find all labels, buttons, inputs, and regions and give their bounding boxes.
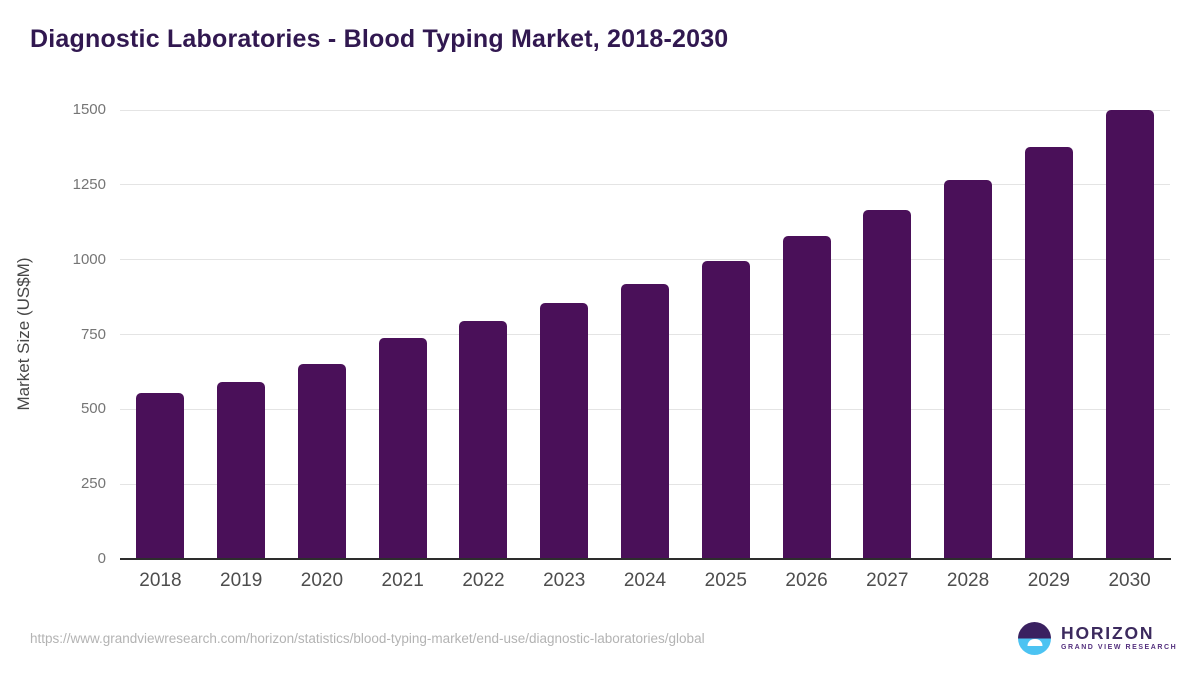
bar-2020 bbox=[297, 364, 346, 559]
horizon-logo: HORIZON GRAND VIEW RESEARCH bbox=[1018, 622, 1177, 655]
bar-2018 bbox=[136, 392, 185, 559]
y-tick-label: 500 bbox=[80, 400, 106, 418]
bar-2025 bbox=[701, 261, 750, 559]
x-tick-label: 2020 bbox=[300, 570, 344, 591]
bar-2023 bbox=[540, 303, 589, 559]
bar-2029 bbox=[1024, 147, 1073, 559]
x-axis-line bbox=[120, 558, 1171, 560]
y-tick-label: 1500 bbox=[72, 101, 106, 118]
gridline bbox=[120, 109, 1170, 111]
x-tick-label: 2019 bbox=[220, 570, 263, 591]
x-axis-ticks: 2018 2019 2020 2021 2022 2023 2024 2025 2026 2027… bbox=[120, 570, 1170, 596]
y-tick-label: 250 bbox=[80, 475, 106, 493]
plot-area bbox=[120, 109, 1170, 559]
y-axis-ticks: 0 250 500 750 1000 1250 1500 bbox=[0, 101, 106, 567]
gridline bbox=[120, 184, 1170, 186]
y-tick-label: 1000 bbox=[72, 250, 106, 268]
bar-2022 bbox=[459, 321, 508, 559]
bar-2026 bbox=[782, 235, 831, 559]
x-tick-label: 2022 bbox=[462, 570, 505, 591]
y-tick-label: 0 bbox=[97, 550, 106, 567]
bar-2027 bbox=[863, 210, 912, 559]
x-tick-label: 2018 bbox=[139, 570, 182, 591]
bar-2030 bbox=[1105, 110, 1154, 559]
x-tick-label: 2024 bbox=[623, 570, 667, 591]
y-tick-label: 750 bbox=[80, 325, 106, 343]
x-tick-label: 2023 bbox=[543, 570, 586, 591]
logo-name: HORIZON bbox=[1061, 623, 1155, 643]
x-tick-label: 2021 bbox=[381, 570, 424, 591]
x-tick-label: 2025 bbox=[704, 570, 747, 591]
gridline bbox=[120, 259, 1170, 261]
x-tick-label: 2030 bbox=[1108, 570, 1151, 591]
logo-text-block: HORIZON GRAND VIEW RESEARCH bbox=[1061, 623, 1178, 652]
bar-2021 bbox=[378, 337, 427, 559]
source-url: https://www.grandviewresearch.com/horizo… bbox=[30, 631, 705, 646]
x-tick-label: 2029 bbox=[1027, 570, 1070, 591]
logo-subtitle: GRAND VIEW RESEARCH bbox=[1061, 644, 1178, 651]
horizon-sun-icon bbox=[1018, 622, 1051, 655]
bar-2028 bbox=[944, 180, 993, 559]
x-tick-label: 2026 bbox=[785, 570, 828, 591]
bar-2024 bbox=[621, 283, 669, 559]
y-tick-label: 1250 bbox=[72, 175, 106, 193]
x-tick-label: 2027 bbox=[866, 570, 909, 591]
chart-title: Diagnostic Laboratories - Blood Typing M… bbox=[30, 25, 729, 53]
bar-2019 bbox=[217, 382, 266, 559]
x-tick-label: 2028 bbox=[946, 570, 990, 591]
